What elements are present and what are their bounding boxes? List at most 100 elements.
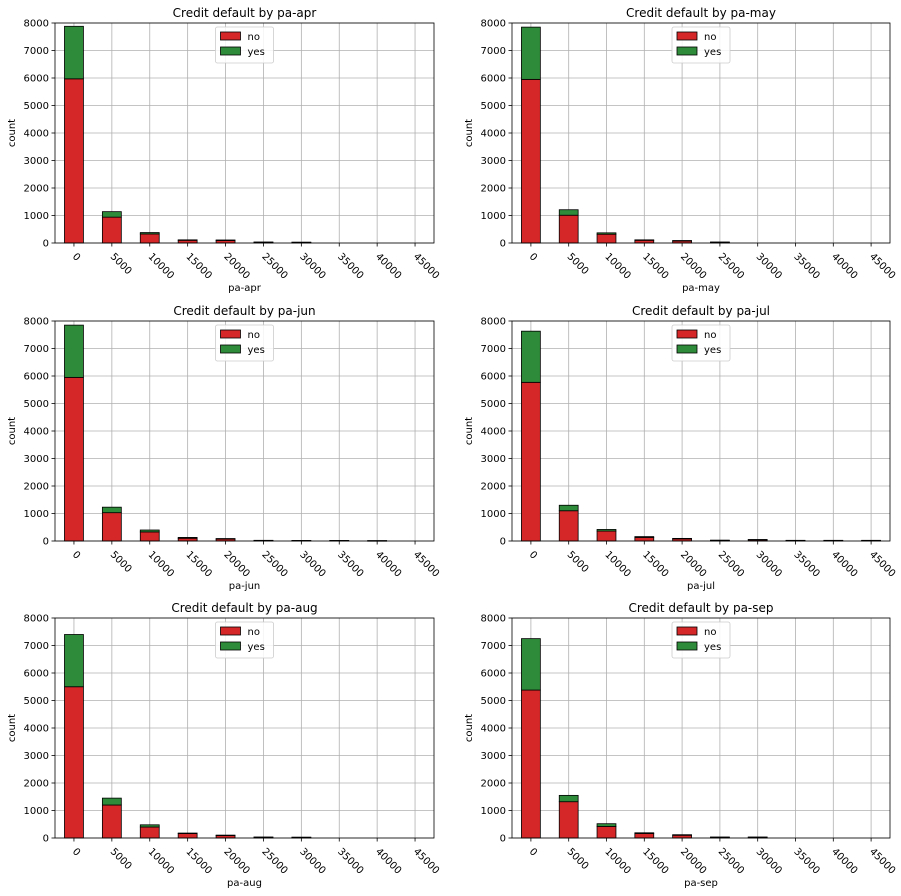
chart-4: 0 1000 2000 3000 4000 5000 6000 7000 8000 0 5000 10… [464,304,897,592]
y-tick-label: 6000 [481,74,506,85]
x-axis-label: pa-apr [228,283,262,294]
bar-no-15000 [634,537,655,542]
bar-yes-5000 [558,209,579,216]
bar-yes-30000 [747,539,768,541]
bar-yes-20000 [215,239,236,241]
x-axis-label: pa-jul [687,581,715,592]
x-tick-label: 30000 [754,846,784,876]
y-tick-label: 7000 [24,46,49,57]
y-tick-label: 7000 [481,344,506,355]
x-tick-label: 5000 [108,846,134,872]
x-tick-label: 45000 [411,549,441,579]
y-tick-label: 6000 [24,372,49,383]
y-tick-label: 1000 [481,806,506,817]
x-tick-label: 45000 [867,549,897,579]
bar-yes-20000 [672,240,692,242]
bar-yes-10000 [596,232,617,235]
bar-yes-10000 [139,824,160,828]
legend-label-yes: yes [704,345,721,356]
y-axis-label: count [464,714,475,742]
y-tick-label: 5000 [481,399,506,410]
x-tick-label: 15000 [184,549,214,579]
x-tick-label: 25000 [259,549,289,579]
legend-label-yes: yes [248,345,265,356]
bar-no-10000 [596,233,617,244]
bar-yes-20000 [215,834,236,837]
y-tick-label: 6000 [481,372,506,383]
y-tick-label: 5000 [481,101,506,112]
x-tick-label: 40000 [373,251,403,281]
x-tick-label: 25000 [259,846,289,876]
x-tick-label: 5000 [565,549,591,575]
x-axis-label: pa-may [682,283,720,294]
chart-title: Credit default by pa-may [626,6,776,20]
legend-swatch-yes [220,641,241,651]
y-tick-label: 8000 [481,317,506,328]
legend-swatch-no [220,31,241,41]
chart-6: 0 1000 2000 3000 4000 5000 6000 7000 8000 0 5000 10… [464,601,897,889]
bar-yes-0 [521,26,541,80]
y-tick-label: 6000 [24,669,49,680]
x-tick-label: 40000 [829,251,859,281]
y-tick-label: 2000 [481,779,506,790]
bar-no-0 [64,376,84,542]
x-tick-label: 10000 [602,251,632,281]
bar-no-15000 [177,833,198,839]
x-tick-label: 20000 [678,549,708,579]
y-tick-label: 3000 [481,454,506,465]
legend: no yes [215,621,274,659]
bar-yes-15000 [634,536,655,538]
bar-yes-5000 [101,797,122,806]
x-tick-label: 5000 [108,549,134,575]
bar-yes-15000 [177,537,198,539]
y-tick-label: 0 [43,537,49,548]
bar-yes-0 [64,634,84,688]
bar-no-0 [521,689,541,839]
y-axis-label: count [7,119,18,147]
x-tick-label: 10000 [146,846,176,876]
legend-swatch-no [676,329,698,339]
y-tick-label: 6000 [24,74,49,85]
y-tick-label: 0 [500,537,506,548]
y-tick-label: 6000 [481,669,506,680]
x-tick-label: 35000 [791,251,821,281]
x-tick-label: 30000 [754,549,784,579]
x-tick-label: 40000 [373,846,403,876]
y-tick-label: 7000 [481,46,506,57]
y-tick-label: 1000 [24,211,49,222]
y-tick-label: 3000 [481,751,506,762]
x-tick-label: 35000 [791,549,821,579]
bar-no-5000 [101,512,122,542]
bar-no-5000 [101,804,122,839]
y-tick-label: 7000 [481,641,506,652]
legend-label-yes: yes [704,642,721,653]
y-axis-label: count [464,119,475,147]
bar-yes-0 [521,638,541,691]
legend: no yes [671,621,731,659]
y-tick-label: 1000 [24,509,49,520]
legend-label-no: no [704,330,716,341]
x-tick-label: 45000 [411,846,441,876]
y-tick-label: 5000 [24,696,49,707]
x-tick-label: 5000 [108,251,134,277]
chart-1: 0 1000 2000 3000 4000 5000 6000 7000 8000 0 5000 10… [7,6,441,294]
x-tick-label: 35000 [791,846,821,876]
bar-yes-15000 [177,832,198,834]
y-tick-label: 8000 [24,19,49,30]
x-tick-label: 0 [527,549,539,561]
x-tick-label: 45000 [867,251,897,281]
x-tick-label: 20000 [678,846,708,876]
bar-yes-15000 [634,239,655,241]
y-tick-label: 2000 [481,184,506,195]
x-tick-label: 0 [527,251,539,263]
y-tick-label: 5000 [481,696,506,707]
bar-yes-10000 [139,232,160,235]
x-tick-label: 40000 [829,549,859,579]
y-tick-label: 3000 [24,454,49,465]
bar-yes-15000 [634,832,655,835]
chart-title: Credit default by pa-aug [171,601,317,615]
y-tick-label: 2000 [24,779,49,790]
y-tick-label: 5000 [24,101,49,112]
x-tick-label: 20000 [221,251,251,281]
bar-no-10000 [139,531,160,542]
